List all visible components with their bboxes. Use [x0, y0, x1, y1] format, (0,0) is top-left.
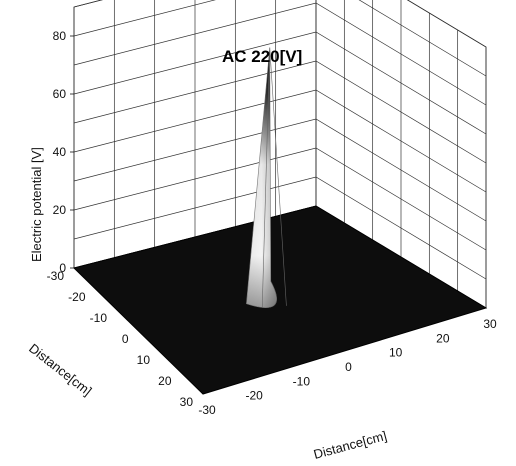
peak-facet-edge [269, 47, 287, 306]
z-tick-label: 20 [53, 203, 67, 217]
x-axis-label: Distance[cm] [312, 428, 388, 462]
z-axis-label: Electric potential [V] [29, 147, 44, 262]
x-tick-label: 0 [345, 360, 352, 374]
floor-surface [73, 205, 488, 395]
grid-line [73, 2, 487, 106]
grid-line [73, 31, 487, 135]
z-tick-label: 60 [53, 87, 67, 101]
y-axis-label: Distance[cm] [26, 341, 94, 399]
peak-facet-edge [261, 47, 271, 308]
peak-cone-shading [246, 47, 277, 308]
potential-peak [246, 47, 287, 308]
grid-line [73, 0, 487, 77]
grid-line [73, 89, 487, 193]
z-tick-label: 80 [53, 29, 67, 43]
y-tick-label: 0 [122, 332, 129, 346]
y-tick-label: 10 [137, 353, 151, 367]
chart-title: AC 220[V] [222, 47, 302, 66]
back-walls [73, 0, 487, 309]
x-tick-label: -10 [293, 374, 311, 388]
x-tick-label: -30 [198, 403, 216, 417]
grid-line [73, 60, 487, 164]
y-tick-label: -10 [90, 311, 108, 325]
x-tick-label: -20 [245, 389, 263, 403]
y-tick-label: 30 [180, 395, 194, 409]
grid-line [73, 0, 487, 48]
x-tick-label: 20 [436, 331, 450, 345]
z-tick-label: 0 [59, 261, 66, 275]
y-tick-label: 20 [158, 374, 172, 388]
floor-plane [73, 205, 488, 395]
x-tick-label: 10 [389, 346, 403, 360]
grid-line [73, 118, 487, 222]
z-tick-label: 40 [53, 145, 67, 159]
x-tick-label: 30 [483, 317, 497, 331]
tick-labels: 020406080-30-20-100102030-30-20-10010203… [47, 29, 497, 417]
y-tick-label: -30 [47, 269, 65, 283]
grid-line [73, 147, 487, 251]
grid-line [73, 176, 487, 280]
y-tick-label: -20 [68, 290, 86, 304]
